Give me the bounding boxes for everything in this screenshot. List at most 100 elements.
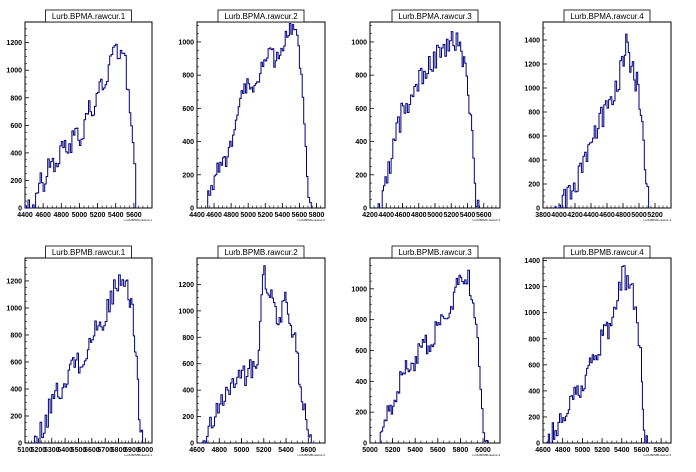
- y-tick-label: 1200: [524, 284, 540, 291]
- x-tick-label: 5800: [653, 447, 669, 454]
- x-tick-label: 5200: [385, 447, 401, 454]
- x-tick-label: 5400: [57, 447, 73, 454]
- y-tick-label: 200: [10, 413, 22, 420]
- y-tick-label: 400: [10, 150, 22, 157]
- y-tick-label: 1000: [524, 310, 540, 317]
- y-tick-label: 1200: [178, 282, 194, 289]
- x-tick-label: 5300: [44, 447, 60, 454]
- y-tick-label: 1000: [6, 305, 22, 312]
- y-tick-label: 600: [182, 106, 194, 113]
- y-tick-label: 600: [355, 106, 367, 113]
- x-tick-label: 5400: [275, 212, 291, 219]
- x-tick-label: 5000: [362, 447, 378, 454]
- y-tick-label: 800: [355, 317, 367, 324]
- y-tick-label: 400: [528, 388, 540, 395]
- histogram-series: [546, 265, 648, 444]
- y-tick-label: 600: [10, 123, 22, 130]
- x-tick-label: 5000: [631, 212, 647, 219]
- y-tick-label: 800: [10, 332, 22, 339]
- y-tick-label: 1400: [524, 258, 540, 265]
- chart-title: Lurb.BPMA.rawcur.2: [224, 12, 298, 21]
- y-tick-label: 0: [18, 206, 22, 213]
- x-tick-label: 5000: [234, 447, 250, 454]
- x-tick-label: 4600: [535, 447, 551, 454]
- histogram-series: [199, 265, 313, 444]
- y-tick-label: 1000: [524, 86, 540, 93]
- title-box: [391, 9, 479, 23]
- x-tick-label: 4800: [615, 212, 631, 219]
- x-tick-label: 5400: [460, 212, 476, 219]
- y-tick-label: 1000: [351, 286, 367, 293]
- x-tick-label: 5200: [90, 212, 106, 219]
- x-tick-label: 6000: [138, 447, 154, 454]
- x-tick-label: 5900: [124, 447, 140, 454]
- title-box: [563, 245, 651, 259]
- x-tick-label: 5200: [443, 212, 459, 219]
- x-tick-label: 3800: [535, 212, 551, 219]
- x-axis-label: Lurb.BPMB.rawcur.3: [472, 453, 500, 457]
- y-tick-label: 600: [10, 359, 22, 366]
- y-tick-label: 1000: [351, 39, 367, 46]
- x-axis-label: Lurb.BPMA.rawcur.4: [643, 218, 671, 222]
- y-tick-label: 1200: [6, 278, 22, 285]
- chart-title: Lurb.BPMB.rawcur.3: [398, 248, 472, 257]
- x-tick-label: 5400: [278, 447, 294, 454]
- x-axis-label: Lurb.BPMB.rawcur.4: [643, 453, 671, 457]
- x-tick-label: 4000: [551, 212, 567, 219]
- x-tick-label: 4800: [211, 447, 227, 454]
- x-axis-label: Lurb.BPMA.rawcur.1: [124, 218, 152, 222]
- x-tick-label: 5100: [17, 447, 33, 454]
- chart-title: Lurb.BPMB.rawcur.1: [52, 248, 126, 257]
- x-tick-label: 4600: [599, 212, 615, 219]
- x-tick-label: 5200: [594, 447, 610, 454]
- y-tick-label: 200: [182, 172, 194, 179]
- x-tick-label: 4800: [53, 212, 69, 219]
- y-tick-label: 0: [536, 441, 540, 448]
- y-tick-label: 400: [528, 158, 540, 165]
- y-tick-label: 600: [528, 134, 540, 141]
- x-axis-label: Lurb.BPMB.rawcur.2: [297, 453, 325, 457]
- x-tick-label: 5200: [31, 447, 47, 454]
- y-tick-label: 1000: [178, 308, 194, 315]
- y-tick-label: 200: [355, 172, 367, 179]
- x-tick-label: 5400: [108, 212, 124, 219]
- y-tick-label: 0: [363, 441, 367, 448]
- x-tick-label: 4800: [223, 212, 239, 219]
- plot-frame: [542, 257, 672, 444]
- x-tick-label: 5600: [634, 447, 650, 454]
- y-tick-label: 200: [182, 414, 194, 421]
- y-tick-label: 400: [355, 379, 367, 386]
- x-tick-label: 5600: [126, 212, 142, 219]
- x-tick-label: 5600: [292, 212, 308, 219]
- x-axis-label: Lurb.BPMA.rawcur.3: [472, 218, 500, 222]
- y-tick-label: 1000: [6, 68, 22, 75]
- x-axis-label: Lurb.BPMB.rawcur.1: [124, 453, 152, 457]
- histogram-series: [24, 43, 138, 209]
- chart-title: Lurb.BPMA.rawcur.1: [52, 12, 126, 21]
- title-box: [45, 245, 132, 259]
- y-tick-label: 600: [355, 348, 367, 355]
- title-box: [563, 9, 651, 23]
- x-tick-label: 4600: [189, 447, 205, 454]
- y-tick-label: 600: [528, 362, 540, 369]
- y-tick-label: 200: [528, 182, 540, 189]
- y-tick-label: 0: [363, 206, 367, 213]
- y-tick-label: 400: [182, 388, 194, 395]
- x-tick-label: 5600: [84, 447, 100, 454]
- y-tick-label: 1400: [524, 38, 540, 45]
- chart-title: Lurb.BPMA.rawcur.4: [570, 12, 644, 21]
- title-box: [391, 245, 479, 259]
- x-tick-label: 4600: [206, 212, 222, 219]
- x-tick-label: 5700: [97, 447, 113, 454]
- x-tick-label: 4400: [583, 212, 599, 219]
- x-tick-label: 5500: [71, 447, 87, 454]
- y-tick-label: 0: [190, 206, 194, 213]
- x-tick-label: 4400: [17, 212, 33, 219]
